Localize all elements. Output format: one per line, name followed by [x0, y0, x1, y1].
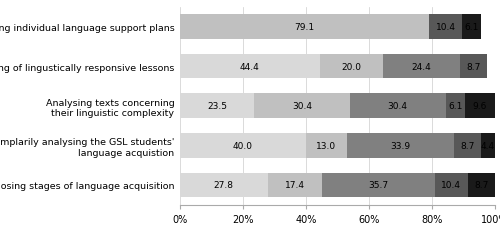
- Text: 8.7: 8.7: [466, 62, 480, 71]
- Bar: [460, 54, 487, 79]
- Bar: [180, 94, 254, 118]
- Text: 9.6: 9.6: [472, 102, 487, 111]
- Bar: [446, 94, 465, 118]
- Bar: [462, 15, 481, 40]
- Bar: [347, 134, 454, 158]
- Bar: [180, 15, 429, 40]
- Bar: [254, 94, 350, 118]
- Bar: [322, 173, 435, 198]
- Bar: [465, 94, 495, 118]
- Bar: [306, 134, 347, 158]
- Text: 8.7: 8.7: [460, 141, 474, 150]
- Text: 20.0: 20.0: [342, 62, 361, 71]
- Text: 30.4: 30.4: [388, 102, 407, 111]
- Bar: [468, 173, 495, 198]
- Bar: [429, 15, 462, 40]
- Text: 6.1: 6.1: [464, 23, 478, 32]
- Text: 40.0: 40.0: [233, 141, 253, 150]
- Text: 10.4: 10.4: [441, 181, 461, 190]
- Text: 10.4: 10.4: [436, 23, 456, 32]
- Bar: [383, 54, 460, 79]
- Text: 35.7: 35.7: [368, 181, 388, 190]
- Text: 6.1: 6.1: [448, 102, 462, 111]
- Text: 8.7: 8.7: [474, 181, 488, 190]
- Text: 30.4: 30.4: [292, 102, 312, 111]
- Text: 23.5: 23.5: [207, 102, 227, 111]
- Text: 27.8: 27.8: [214, 181, 234, 190]
- Text: 4.4: 4.4: [481, 141, 495, 150]
- Text: 17.4: 17.4: [285, 181, 305, 190]
- Text: 33.9: 33.9: [390, 141, 410, 150]
- Text: 13.0: 13.0: [316, 141, 336, 150]
- Text: 44.4: 44.4: [240, 62, 260, 71]
- Bar: [180, 173, 268, 198]
- Bar: [180, 54, 320, 79]
- Bar: [268, 173, 322, 198]
- Bar: [454, 134, 481, 158]
- Bar: [350, 94, 446, 118]
- Bar: [320, 54, 383, 79]
- Bar: [180, 134, 306, 158]
- Text: 24.4: 24.4: [412, 62, 431, 71]
- Bar: [435, 173, 468, 198]
- Bar: [481, 134, 495, 158]
- Text: 79.1: 79.1: [294, 23, 314, 32]
